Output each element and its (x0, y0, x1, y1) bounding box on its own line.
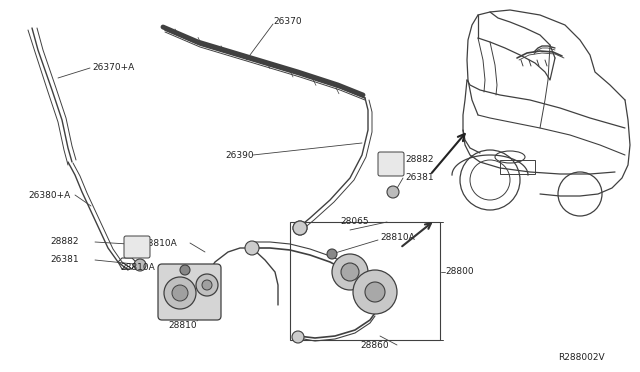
Text: 26390: 26390 (225, 151, 253, 160)
Circle shape (365, 282, 385, 302)
Circle shape (202, 280, 212, 290)
Circle shape (332, 254, 368, 290)
Circle shape (293, 221, 307, 235)
Circle shape (353, 270, 397, 314)
Bar (500, 160, 535, 174)
Text: 28800: 28800 (445, 267, 474, 276)
Circle shape (245, 241, 259, 255)
FancyBboxPatch shape (124, 236, 150, 258)
Text: 28065: 28065 (340, 218, 369, 227)
Circle shape (164, 277, 196, 309)
FancyBboxPatch shape (378, 152, 404, 176)
Text: 26370+A: 26370+A (92, 64, 134, 73)
Text: 28810: 28810 (168, 321, 196, 330)
Circle shape (172, 285, 188, 301)
Circle shape (387, 186, 399, 198)
Text: 28860: 28860 (360, 340, 388, 350)
Text: R288002V: R288002V (558, 353, 605, 362)
Text: 28810A: 28810A (142, 238, 177, 247)
Circle shape (196, 274, 218, 296)
Text: 28810A: 28810A (380, 234, 415, 243)
Text: 26381: 26381 (405, 173, 434, 183)
Text: 26380+A: 26380+A (28, 190, 70, 199)
Circle shape (180, 265, 190, 275)
Circle shape (293, 221, 307, 235)
Circle shape (292, 331, 304, 343)
Circle shape (327, 249, 337, 259)
Circle shape (341, 263, 359, 281)
FancyBboxPatch shape (158, 264, 221, 320)
Text: 26381: 26381 (50, 256, 79, 264)
Text: 28882: 28882 (405, 155, 433, 164)
Text: 28810A: 28810A (120, 263, 155, 273)
Text: 28882: 28882 (50, 237, 79, 247)
Circle shape (134, 259, 146, 271)
Text: 26370: 26370 (273, 17, 301, 26)
